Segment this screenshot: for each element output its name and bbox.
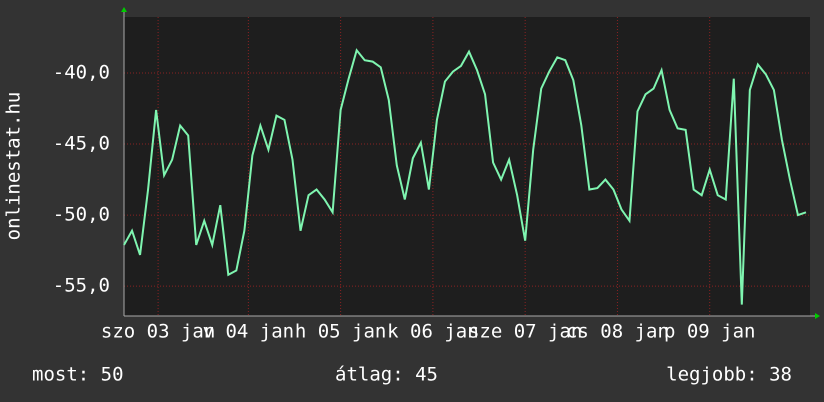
footer-avg: átlag: 45: [335, 364, 438, 386]
x-tick-label: h 05 jan: [295, 321, 387, 343]
x-tick-label: v 04 jan: [203, 321, 295, 343]
data-line: [123, 48, 807, 305]
plot-area: [124, 17, 810, 316]
x-tick-label: k 06 jan: [387, 321, 479, 343]
x-tick-label: szo 03 jan: [101, 321, 215, 343]
y-axis-arrow: [121, 7, 127, 12]
footer-now: most: 50: [32, 364, 124, 386]
footer-best: legjobb: 38: [666, 364, 792, 386]
x-tick-label: p 09 jan: [664, 321, 756, 343]
y-tick-label: -45,0: [53, 133, 110, 155]
y-tick-label: -55,0: [53, 275, 110, 297]
x-tick-label: sze 07 jan: [468, 321, 582, 343]
x-axis-arrow: [815, 313, 820, 319]
y-tick-label: -50,0: [53, 204, 110, 226]
y-tick-label: -40,0: [53, 61, 110, 83]
y-axis-label: onlinestat.hu: [3, 92, 25, 241]
x-tick-label: cs 08 jan: [566, 321, 669, 343]
